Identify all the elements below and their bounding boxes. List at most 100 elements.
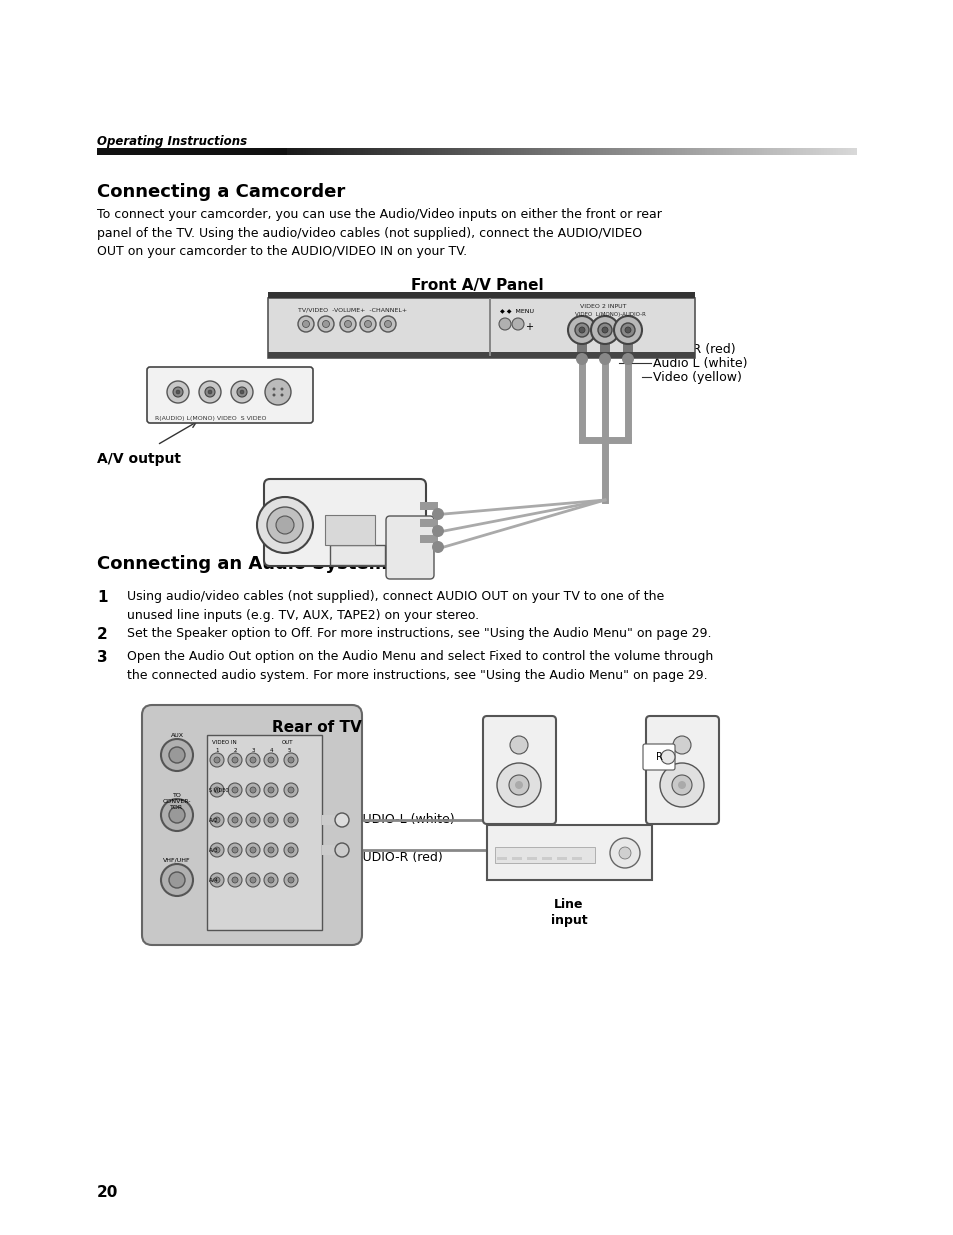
Bar xyxy=(677,148,679,156)
Bar xyxy=(399,148,401,156)
Bar xyxy=(354,148,355,156)
Bar xyxy=(463,148,465,156)
Bar xyxy=(335,148,337,156)
Text: 1: 1 xyxy=(97,590,108,605)
Bar xyxy=(760,148,762,156)
Bar xyxy=(336,148,338,156)
Bar xyxy=(653,148,655,156)
Bar xyxy=(351,148,353,156)
Bar xyxy=(625,148,627,156)
Bar xyxy=(408,148,410,156)
Bar xyxy=(476,148,478,156)
Circle shape xyxy=(288,818,294,823)
Circle shape xyxy=(609,839,639,868)
Bar xyxy=(348,148,350,156)
Circle shape xyxy=(432,541,443,553)
Bar xyxy=(853,148,855,156)
Circle shape xyxy=(210,753,224,767)
Bar xyxy=(558,148,560,156)
Bar xyxy=(419,535,437,543)
Bar xyxy=(563,148,565,156)
Circle shape xyxy=(169,747,185,763)
Bar xyxy=(749,148,751,156)
Bar xyxy=(679,148,680,156)
Circle shape xyxy=(246,844,260,857)
Circle shape xyxy=(660,750,675,764)
Bar xyxy=(812,148,814,156)
Circle shape xyxy=(250,847,255,853)
Bar xyxy=(597,148,598,156)
Bar xyxy=(288,148,290,156)
Bar xyxy=(598,148,600,156)
Bar xyxy=(705,148,707,156)
Bar xyxy=(622,345,633,359)
Bar xyxy=(477,148,479,156)
Circle shape xyxy=(614,316,641,345)
Bar xyxy=(338,148,340,156)
Bar xyxy=(512,857,521,860)
Bar xyxy=(617,148,618,156)
Bar xyxy=(682,148,684,156)
Text: R: R xyxy=(655,752,661,762)
Bar xyxy=(474,148,476,156)
Bar xyxy=(639,148,641,156)
Bar xyxy=(448,148,450,156)
Circle shape xyxy=(288,847,294,853)
Bar xyxy=(715,148,717,156)
Bar xyxy=(396,148,398,156)
Bar xyxy=(783,148,785,156)
Text: Connecting a Camcorder: Connecting a Camcorder xyxy=(97,183,345,201)
Bar xyxy=(697,148,699,156)
Circle shape xyxy=(280,394,283,396)
Bar xyxy=(429,148,431,156)
Bar xyxy=(814,148,816,156)
Bar xyxy=(537,148,539,156)
Bar xyxy=(746,148,748,156)
Bar xyxy=(778,148,780,156)
Circle shape xyxy=(384,321,391,327)
Bar xyxy=(321,148,323,156)
Bar xyxy=(798,148,800,156)
Text: Connecting an Audio System: Connecting an Audio System xyxy=(97,555,387,573)
Bar xyxy=(313,148,314,156)
Circle shape xyxy=(621,353,634,366)
Bar xyxy=(506,148,508,156)
Bar xyxy=(446,148,448,156)
Bar xyxy=(659,148,661,156)
Circle shape xyxy=(199,382,221,403)
Bar xyxy=(673,148,675,156)
Bar xyxy=(526,857,537,860)
Bar xyxy=(811,148,813,156)
Bar xyxy=(581,148,583,156)
Bar xyxy=(591,148,594,156)
Bar xyxy=(572,857,581,860)
Bar xyxy=(674,148,676,156)
Circle shape xyxy=(288,757,294,763)
Bar xyxy=(501,148,503,156)
Text: To connect your camcorder, you can use the Audio/Video inputs on either the fron: To connect your camcorder, you can use t… xyxy=(97,207,661,258)
Circle shape xyxy=(284,813,297,827)
Bar xyxy=(782,148,784,156)
Text: S VIDEO: S VIDEO xyxy=(209,788,229,793)
Circle shape xyxy=(172,387,183,396)
Bar xyxy=(526,148,528,156)
Circle shape xyxy=(267,508,303,543)
Bar xyxy=(627,148,629,156)
Bar xyxy=(578,148,579,156)
Bar xyxy=(538,148,540,156)
Bar xyxy=(657,148,659,156)
Bar xyxy=(616,148,618,156)
Bar xyxy=(515,148,517,156)
Text: 2: 2 xyxy=(97,627,108,642)
Bar xyxy=(762,148,764,156)
Bar xyxy=(690,148,692,156)
Bar xyxy=(353,148,355,156)
Bar xyxy=(583,148,585,156)
Bar xyxy=(838,148,840,156)
Circle shape xyxy=(210,844,224,857)
Circle shape xyxy=(250,877,255,883)
Bar xyxy=(775,148,777,156)
Circle shape xyxy=(232,757,237,763)
Bar xyxy=(328,148,330,156)
Bar xyxy=(290,148,292,156)
